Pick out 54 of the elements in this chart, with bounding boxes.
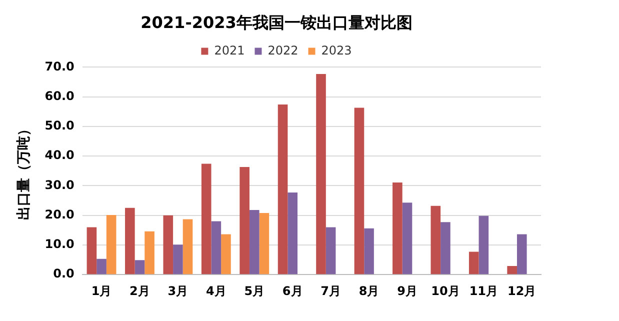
bar [240,167,250,274]
y-tick-label: 60.0 [44,88,74,103]
bar [201,164,212,274]
bar [125,208,135,274]
bar [354,108,364,274]
x-tick-label: 7月 [320,284,341,298]
bar [364,228,374,274]
bar [249,210,260,274]
x-tick-label: 1月 [91,284,112,298]
x-tick-label: 9月 [397,284,418,298]
bar [440,222,450,274]
bar [211,221,222,274]
bar [402,202,412,274]
bar [221,234,231,274]
x-tick-label: 3月 [168,284,188,298]
bar [96,258,106,274]
bar [507,266,517,274]
chart-title: 2021-2023年我国一铵出口量对比图 [140,12,412,32]
bar [163,215,174,274]
bar [278,104,288,274]
legend-label: 2023 [321,43,352,58]
bar [392,182,402,274]
bar [144,231,154,274]
y-axis-title: 出口量（万吨） [16,122,32,220]
bar [182,219,193,274]
y-tick-label: 0.0 [53,266,74,281]
bar [468,252,479,274]
bar [106,215,116,274]
bar [326,227,336,274]
x-tick-label: 11月 [469,284,498,298]
x-tick-label: 5月 [244,284,265,298]
y-tick-label: 70.0 [44,59,74,74]
x-tick-label: 12月 [508,284,536,298]
bar [478,216,489,274]
x-tick-label: 2月 [130,284,150,298]
legend-label: 2022 [268,43,298,58]
bar [259,212,270,274]
y-tick-label: 30.0 [44,178,74,192]
bar [86,227,97,274]
bar [516,234,527,274]
y-tick-label: 40.0 [44,148,74,162]
x-tick-label: 10月 [431,284,460,298]
x-tick-label: 4月 [206,284,226,298]
x-tick-label: 6月 [282,284,303,298]
bar [430,206,441,274]
y-tick-label: 50.0 [44,118,74,133]
y-tick-label: 20.0 [44,207,74,222]
bar [288,192,298,274]
bar [134,260,145,274]
legend-label: 2021 [214,43,245,58]
y-tick-label: 10.0 [44,237,74,252]
x-tick-label: 8月 [358,284,380,298]
bar [173,244,183,274]
bar [316,74,326,274]
